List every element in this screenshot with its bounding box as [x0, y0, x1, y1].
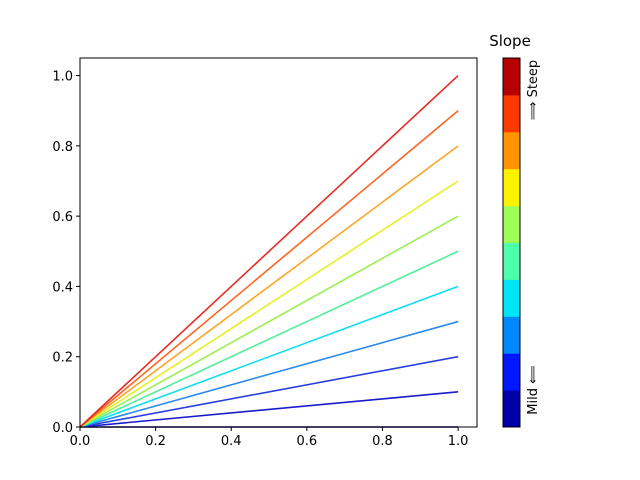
y-tick-label: 0.4	[52, 280, 73, 295]
colorbar-low-label: Mild ⟸	[526, 365, 541, 414]
colorbar-segment	[503, 279, 520, 317]
line	[79, 355, 459, 428]
colorbar-segment	[503, 94, 520, 133]
y-tick-label: 1.0	[52, 70, 73, 85]
colorbar-segment	[503, 168, 520, 207]
line	[79, 110, 459, 428]
line	[79, 145, 459, 428]
colorbar-segment	[503, 58, 520, 96]
colorbar-frame	[502, 57, 521, 428]
x-tick-label: 1.0	[448, 434, 469, 449]
y-tick-label: 0.6	[52, 210, 73, 225]
colorbar-segment	[503, 242, 520, 280]
line	[79, 180, 459, 428]
line	[79, 320, 459, 428]
colorbar-segment	[503, 353, 520, 391]
line	[79, 215, 459, 428]
colorbar-segment	[503, 131, 520, 170]
x-tick-label: 0.6	[297, 434, 318, 449]
x-tick-label: 0.4	[221, 434, 242, 449]
colorbar-segment	[503, 316, 520, 354]
y-tick-label: 0.0	[52, 421, 73, 436]
colorbar-title: Slope	[489, 32, 531, 50]
y-tick-label: 0.8	[52, 140, 73, 155]
x-tick-label: 0.2	[145, 434, 166, 449]
colorbar-high-label: ⟹ Steep	[526, 60, 541, 120]
line	[79, 250, 459, 428]
x-tick-label: 0.0	[70, 434, 91, 449]
y-tick-label: 0.2	[52, 351, 73, 366]
colorbar-segment	[503, 390, 520, 428]
line	[79, 74, 459, 428]
x-tick-label: 0.8	[372, 434, 393, 449]
plot-frame	[79, 57, 478, 428]
line	[79, 285, 459, 428]
colorbar-segment	[503, 205, 520, 243]
line	[79, 391, 459, 428]
